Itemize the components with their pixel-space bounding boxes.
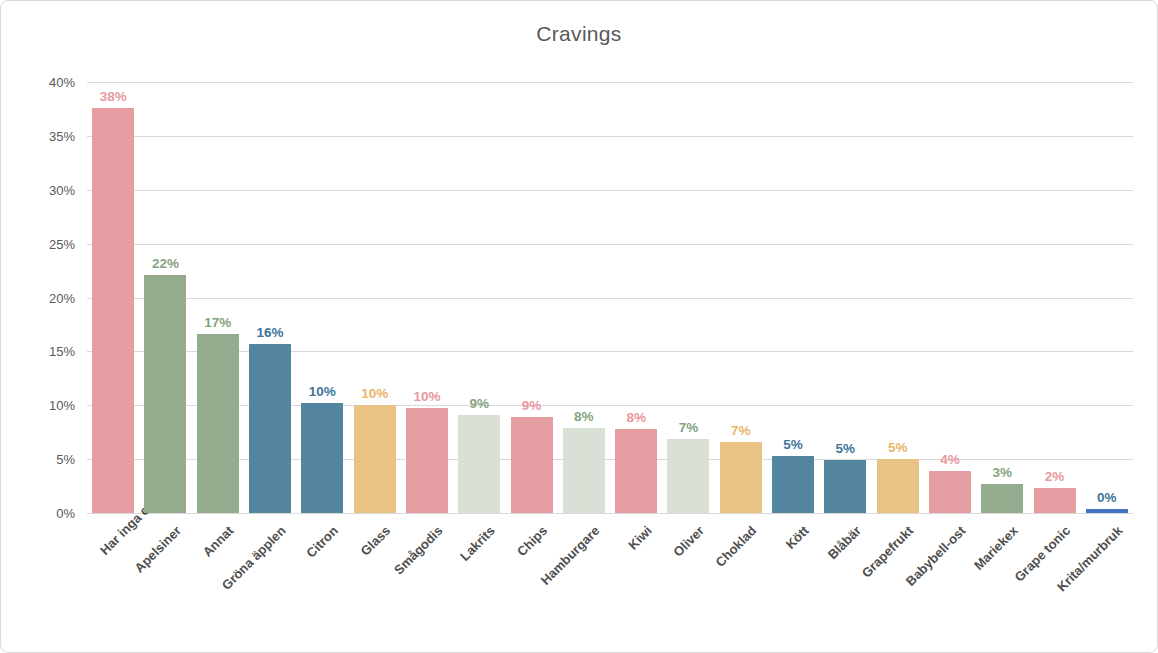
bar-oliver[interactable]: 7% xyxy=(667,439,709,513)
bar-gr-na-pplen[interactable]: 16% xyxy=(249,344,291,513)
bar-value-label: 10% xyxy=(309,384,336,399)
bar-bl-b-r[interactable]: 5% xyxy=(824,460,866,513)
bar-value-label: 7% xyxy=(679,420,699,435)
bar-value-label: 22% xyxy=(152,256,179,271)
bar-value-label: 5% xyxy=(783,437,803,452)
bar-value-label: 8% xyxy=(626,410,646,425)
bar-babybell-ost[interactable]: 4% xyxy=(929,471,971,513)
bar-mariekex[interactable]: 3% xyxy=(981,484,1023,513)
bar-value-label: 7% xyxy=(731,423,751,438)
gridline xyxy=(87,351,1133,352)
bar-citron[interactable]: 10% xyxy=(301,403,343,513)
bar-hamburgare[interactable]: 8% xyxy=(563,428,605,513)
bar-value-label: 3% xyxy=(992,465,1012,480)
bar-apelsiner[interactable]: 22% xyxy=(144,275,186,513)
bar-sm-godis[interactable]: 10% xyxy=(406,408,448,513)
bar-grape-tonic[interactable]: 2% xyxy=(1034,488,1076,513)
y-axis-tick-label: 35% xyxy=(49,128,75,143)
y-axis-tick-label: 30% xyxy=(49,182,75,197)
y-axis-tick-label: 25% xyxy=(49,236,75,251)
bar-annat[interactable]: 17% xyxy=(197,334,239,513)
x-axis-category-label: Lakrits xyxy=(204,523,498,653)
bar-value-label: 10% xyxy=(361,386,388,401)
gridline xyxy=(87,244,1133,245)
bar-value-label: 9% xyxy=(469,396,489,411)
chart-title: Cravings xyxy=(1,22,1157,46)
bar-glass[interactable]: 10% xyxy=(354,405,396,513)
bar-value-label: 9% xyxy=(522,398,542,413)
bar-krita-murbruk[interactable]: 0% xyxy=(1086,509,1128,513)
gridline xyxy=(87,459,1133,460)
x-axis-category-label: Annat xyxy=(128,523,237,632)
y-axis-tick-label: 0% xyxy=(56,506,75,521)
bar-value-label: 10% xyxy=(413,389,440,404)
bar-har-inga-cravings[interactable]: 38% xyxy=(92,108,134,513)
bar-value-label: 0% xyxy=(1097,490,1117,505)
bar-value-label: 38% xyxy=(100,89,127,104)
bar-chips[interactable]: 9% xyxy=(511,417,553,513)
gridline xyxy=(87,136,1133,137)
bar-value-label: 16% xyxy=(257,325,284,340)
bar-choklad[interactable]: 7% xyxy=(720,442,762,513)
y-axis-tick-label: 10% xyxy=(49,398,75,413)
bar-value-label: 2% xyxy=(1045,469,1065,484)
bar-value-label: 4% xyxy=(940,452,960,467)
chart-container: Cravings 0% 5% 10% 15% 20% 25% 30% 35% 40% 38% Har… xyxy=(0,0,1158,653)
bar-kiwi[interactable]: 8% xyxy=(615,429,657,513)
y-axis-tick-label: 15% xyxy=(49,344,75,359)
y-axis-tick-label: 5% xyxy=(56,452,75,467)
bar-grapefrukt[interactable]: 5% xyxy=(877,459,919,513)
bar-k-tt[interactable]: 5% xyxy=(772,456,814,513)
x-axis-category-label: Har inga cravings xyxy=(97,523,132,558)
gridline xyxy=(87,190,1133,191)
plot-area: 0%5%10%15%20%25%30%35%40%38%Har inga cra… xyxy=(87,82,1133,513)
bar-value-label: 8% xyxy=(574,409,594,424)
bar-lakrits[interactable]: 9% xyxy=(458,415,500,513)
y-axis-tick-label: 40% xyxy=(49,75,75,90)
gridline xyxy=(87,513,1133,514)
gridline xyxy=(87,82,1133,83)
y-axis-tick-label: 20% xyxy=(49,290,75,305)
bar-value-label: 5% xyxy=(888,440,908,455)
bar-value-label: 17% xyxy=(204,315,231,330)
bar-value-label: 5% xyxy=(836,441,856,456)
gridline xyxy=(87,405,1133,406)
gridline xyxy=(87,298,1133,299)
